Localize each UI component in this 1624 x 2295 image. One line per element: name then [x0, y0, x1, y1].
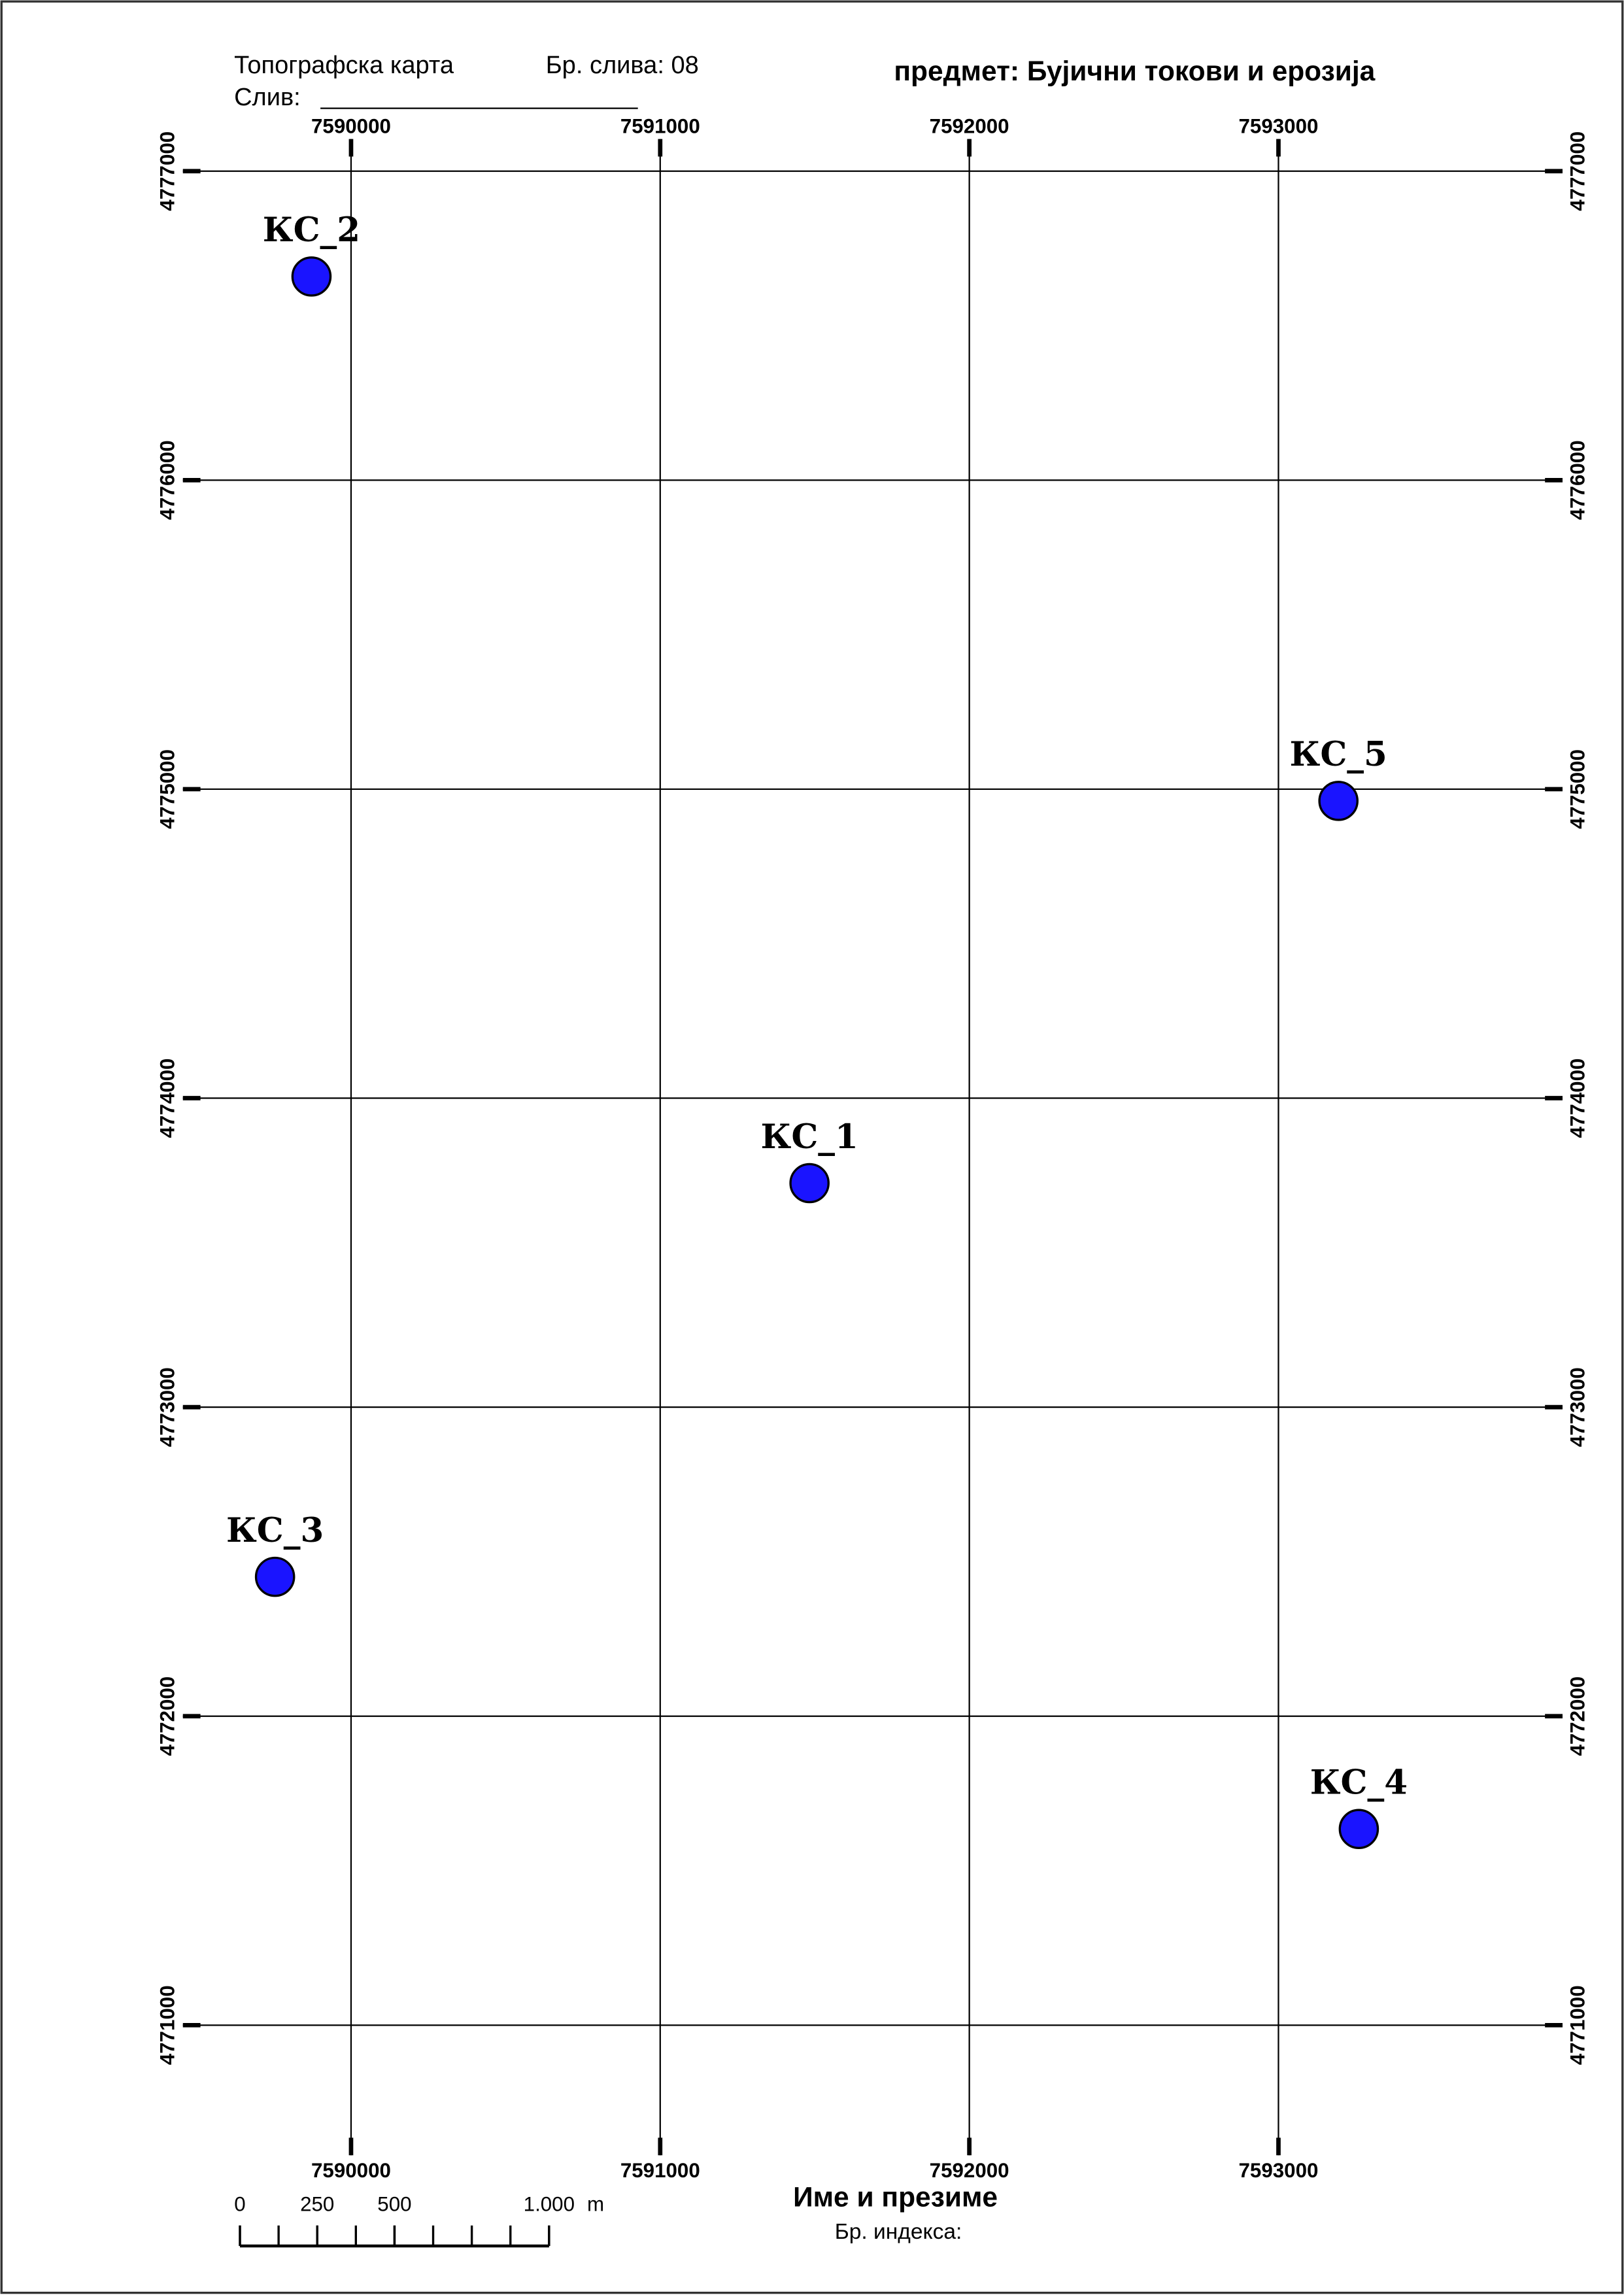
y-tick-label: 4775000 [156, 749, 178, 829]
scale-tick-label: 500 [377, 2192, 411, 2215]
x-tick-label: 7591000 [620, 115, 700, 138]
station-label: КС_5 [1290, 735, 1387, 774]
y-tick-label: 4771000 [156, 1985, 178, 2065]
footer-name: Име и презиме [793, 2183, 998, 2213]
y-tick-label: 4774000 [1566, 1059, 1589, 1138]
station-point [1338, 1809, 1379, 1849]
y-tick-label: 4776000 [156, 440, 178, 520]
scale-tick-label: 0 [234, 2192, 245, 2215]
y-tick-label: 4774000 [156, 1059, 178, 1138]
y-tick-label: 4776000 [1566, 440, 1589, 520]
x-tick-label: 7591000 [620, 2159, 700, 2182]
x-tick-label: 7593000 [1239, 2159, 1319, 2182]
y-tick-label: 4772000 [1566, 1676, 1589, 1756]
station-label: КС_3 [226, 1511, 324, 1550]
y-tick-label: 4771000 [1566, 1985, 1589, 2065]
y-tick-label: 4772000 [156, 1676, 178, 1756]
scale-bar: 0 250 500 1.000 m [234, 2192, 604, 2248]
station-label: КС_1 [761, 1117, 858, 1157]
y-tick-label: 4777000 [156, 131, 178, 211]
y-tick-label: 4775000 [1566, 749, 1589, 829]
station-point [1318, 781, 1359, 821]
y-tick-label: 4777000 [1566, 131, 1589, 211]
station-point [254, 1556, 296, 1597]
scale-unit: m [587, 2192, 604, 2215]
station-label: КС_2 [263, 211, 360, 250]
scale-tick-label: 1.000 [524, 2192, 575, 2215]
station-point [789, 1163, 830, 1204]
x-tick-label: 7590000 [311, 2159, 391, 2182]
points: КС_2 КС_5 КС_1 КС_3 КС_4 [226, 211, 1408, 1849]
header-subject: предмет: Бујични токови и ерозија [894, 56, 1375, 87]
y-tick-label: 4773000 [156, 1367, 178, 1447]
y-tick-label: 4773000 [1566, 1367, 1589, 1447]
scale-tick-label: 250 [300, 2192, 334, 2215]
x-tick-label: 7592000 [930, 2159, 1009, 2182]
station-label: КС_4 [1310, 1763, 1408, 1803]
header-left: Топографска карта [234, 52, 454, 79]
header-basin-no: Бр. слива: 08 [546, 52, 699, 79]
x-tick-label: 7590000 [311, 115, 391, 138]
footer-index: Бр. индекса: [835, 2220, 962, 2244]
station-point [291, 256, 332, 297]
header-basin: Слив: [234, 84, 301, 111]
x-tick-label: 7592000 [930, 115, 1009, 138]
x-tick-label: 7593000 [1239, 115, 1319, 138]
